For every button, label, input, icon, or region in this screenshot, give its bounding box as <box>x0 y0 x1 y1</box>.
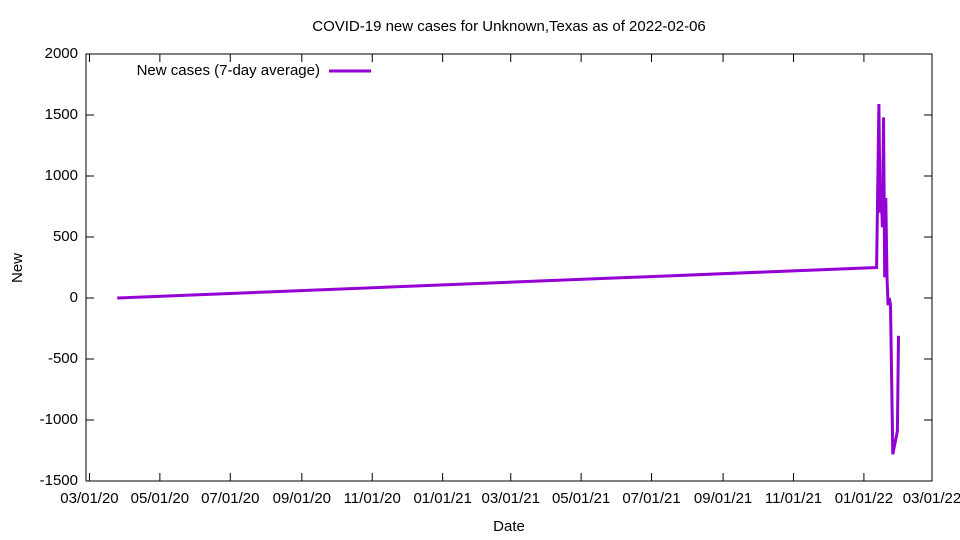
y-tick-label: 0 <box>70 289 78 306</box>
chart-title: COVID-19 new cases for Unknown,Texas as … <box>312 18 706 35</box>
line <box>117 103 900 455</box>
x-tick-label: 11/01/20 <box>344 490 401 507</box>
y-tick-label: 1000 <box>45 167 78 184</box>
y-tick-label: 2000 <box>45 45 78 62</box>
y-tick-label: -1000 <box>40 411 78 428</box>
x-tick-label: 05/01/21 <box>552 490 610 507</box>
x-tick-label: 05/01/20 <box>131 490 189 507</box>
y-tick-label: 500 <box>53 228 78 245</box>
x-tick-label: 09/01/21 <box>694 490 752 507</box>
x-tick-label: 07/01/20 <box>201 490 259 507</box>
x-tick-label: 03/01/22 <box>903 490 960 507</box>
x-tick-label: 03/01/21 <box>482 490 540 507</box>
x-tick-label: 07/01/21 <box>622 490 680 507</box>
x-tick-label: 09/01/20 <box>273 490 331 507</box>
plot-frame <box>85 53 933 482</box>
y-tick-label: 1500 <box>45 106 78 123</box>
y-axis-label: New <box>9 253 26 283</box>
x-axis-label: Date <box>493 518 525 535</box>
legend-label: New cases (7-day average) <box>137 62 320 79</box>
y-tick-label: -500 <box>48 350 78 367</box>
x-tick-label: 11/01/21 <box>765 490 822 507</box>
x-tick-label: 01/01/22 <box>835 490 893 507</box>
x-tick-label: 03/01/20 <box>60 490 118 507</box>
y-tick-label: -1500 <box>40 472 78 489</box>
x-tick-label: 01/01/21 <box>413 490 471 507</box>
